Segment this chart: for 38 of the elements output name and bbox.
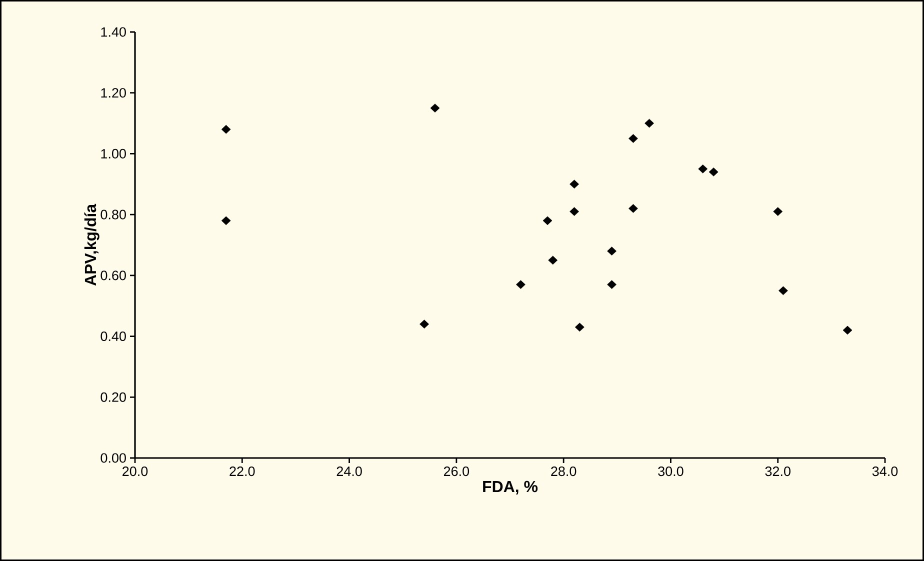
- point: [628, 204, 638, 213]
- point: [430, 104, 440, 112]
- y-tick-label: 0.80: [100, 210, 126, 220]
- y-tick-label: 1.20: [101, 88, 126, 98]
- y-tick-label: 0.60: [100, 270, 126, 280]
- y-tick-label: 1.40: [101, 27, 126, 37]
- point: [778, 286, 788, 296]
- point: [842, 326, 852, 335]
- y-tick-label: 0.00: [100, 453, 126, 463]
- x-tick-label: 20.0: [122, 466, 148, 476]
- x-tick-label: 30.0: [658, 466, 684, 476]
- point: [570, 207, 579, 216]
- point: [773, 207, 783, 216]
- y-tick-label: 0.20: [100, 392, 126, 402]
- x-tick-label: 24.0: [336, 466, 362, 476]
- x-tick-label: 32.0: [765, 466, 790, 476]
- x-tick-label: 22.0: [230, 466, 255, 476]
- point: [607, 246, 616, 256]
- x-tick-label: 28.0: [551, 466, 576, 476]
- point: [708, 168, 718, 176]
- point: [644, 118, 654, 128]
- point: [698, 164, 708, 174]
- point: [628, 134, 638, 143]
- point: [570, 180, 579, 189]
- x-axis-title: FDA, %: [483, 480, 538, 495]
- x-tick-label: 34.0: [872, 466, 898, 476]
- point: [221, 124, 231, 134]
- y-tick-label: 1.00: [101, 148, 126, 158]
- point: [516, 280, 526, 289]
- point: [420, 320, 429, 329]
- point: [607, 280, 616, 289]
- point: [574, 322, 584, 332]
- x-tick-label: 26.0: [444, 466, 470, 476]
- point: [221, 216, 231, 226]
- y-tick-label: 0.40: [100, 332, 126, 342]
- point: [548, 256, 558, 265]
- point: [542, 216, 552, 226]
- y-axis-title: APV,kg/día: [84, 204, 100, 286]
